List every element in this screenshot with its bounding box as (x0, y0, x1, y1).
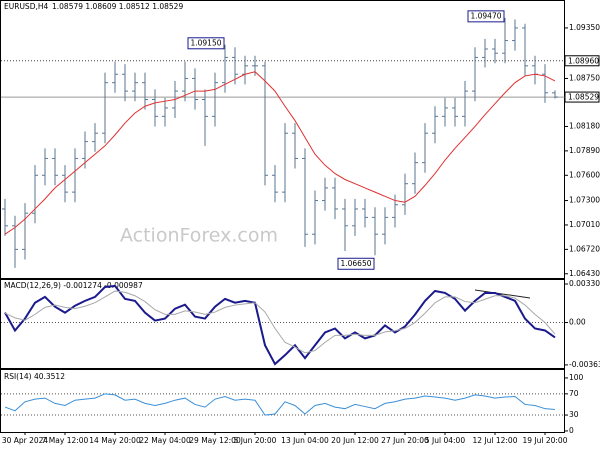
y-tick-label: 1.07890 (569, 146, 600, 155)
y-tick-label: 1.08750 (569, 73, 600, 82)
x-tick-label: 22 May 04:00 (139, 436, 191, 445)
y-tick-label: 1.08180 (569, 121, 600, 130)
series-line (4, 393, 556, 416)
annotation-box (337, 257, 375, 270)
x-tick-label: 12 Jul 12:00 (473, 436, 518, 445)
annotation: 1.09470 (470, 11, 501, 20)
y-tick-label: 1.07300 (569, 196, 600, 205)
series-line (4, 290, 556, 354)
moving-average (4, 71, 556, 235)
x-tick-label: 30 Apr 2024 (2, 436, 49, 445)
x-tick-label: 5 Jul 04:00 (425, 436, 465, 445)
rsi-panel (0, 369, 565, 433)
x-tick-label: 20 Jun 12:00 (331, 436, 379, 445)
x-tick-label: 5 Jun 20:00 (234, 436, 277, 445)
macd-title: MACD(12,26,9) -0.001274 -0.000987 (4, 281, 143, 290)
y-tick-label: 30 (569, 410, 579, 419)
y-tick-label: 1.09350 (569, 23, 600, 32)
price-panel (0, 0, 565, 279)
rsi-title: RSI(14) 40.3512 (4, 372, 65, 381)
y-tick-label: -0.003635 (569, 360, 600, 369)
x-tick-label: 29 May 12:00 (189, 436, 241, 445)
y-tick-label: 70 (569, 389, 579, 398)
symbol: EURUSD,H4 (4, 2, 48, 11)
watermark: ActionForex.com (120, 225, 278, 247)
annotation: 1.06650 (340, 259, 371, 268)
annotation-box (187, 37, 225, 50)
x-tick-label: 13 Jun 04:00 (281, 436, 329, 445)
x-tick-label: 7 May 12:00 (42, 436, 89, 445)
trendline (474, 289, 531, 299)
level-box (564, 91, 600, 103)
quote: 1.08579 1.08609 1.08512 1.08529 (52, 2, 183, 11)
y-tick-label: 100 (569, 373, 584, 382)
x-tick-label: 14 May 20:00 (89, 436, 141, 445)
y-tick-label: 0.00 (569, 318, 586, 327)
y-tick-label: 0 (569, 426, 574, 435)
x-tick-label: 19 Jul 20:00 (523, 436, 568, 445)
annotation: 1.09150 (190, 38, 221, 47)
annotation-box (467, 10, 505, 23)
macd-panel (0, 279, 565, 369)
y-tick-label: 1.06720 (569, 244, 600, 253)
series-line (4, 284, 556, 366)
x-tick-label: 27 Jun 20:00 (381, 436, 429, 445)
y-tick-label: 1.06430 (569, 269, 600, 278)
level-label: 1.08529 (568, 93, 599, 102)
y-tick-label: 0.003308 (569, 279, 600, 288)
level-box (564, 55, 600, 67)
y-tick-label: 1.07010 (569, 220, 600, 229)
level-label: 1.08960 (568, 56, 599, 65)
y-tick-label: 1.07600 (569, 170, 600, 179)
